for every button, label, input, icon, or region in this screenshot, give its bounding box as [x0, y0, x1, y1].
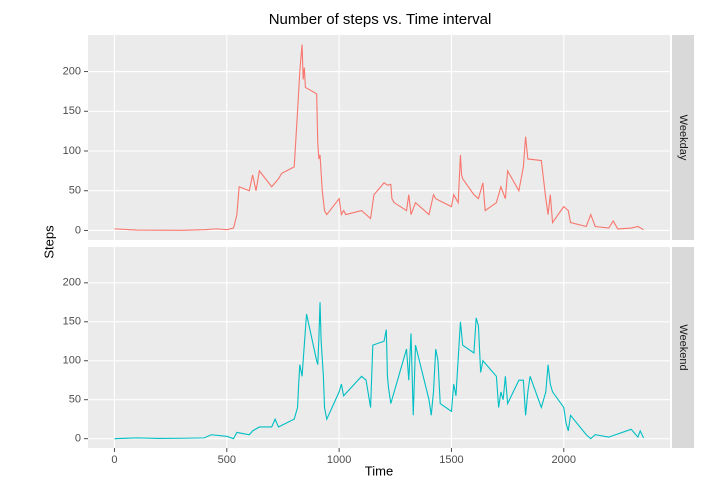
- chart-title: Number of steps vs. Time interval: [269, 11, 492, 28]
- y-tick-label: 50: [69, 185, 81, 197]
- y-tick-label: 0: [75, 224, 81, 236]
- facet-strip: [672, 35, 694, 240]
- facet-label: Weekend: [677, 324, 689, 370]
- y-axis-title: Steps: [41, 225, 56, 259]
- x-tick-label: 2000: [552, 454, 576, 466]
- data-line: [114, 44, 644, 231]
- y-tick-label: 200: [63, 65, 81, 77]
- y-tick-label: 50: [69, 394, 81, 406]
- y-tick-label: 100: [63, 355, 81, 367]
- x-tick-label: 500: [218, 454, 236, 466]
- x-tick-label: 1500: [439, 454, 463, 466]
- facet-strip: [672, 247, 694, 448]
- y-tick-label: 150: [63, 316, 81, 328]
- x-tick-label: 0: [111, 454, 117, 466]
- data-line: [114, 302, 645, 440]
- y-tick-label: 200: [63, 277, 81, 289]
- y-tick-label: 0: [75, 433, 81, 445]
- y-tick-label: 100: [63, 145, 81, 157]
- y-tick-label: 150: [63, 105, 81, 117]
- panel-background: [88, 247, 670, 448]
- panel-background: [88, 35, 670, 240]
- x-tick-label: 1000: [327, 454, 351, 466]
- x-axis-title: Time: [365, 463, 393, 478]
- facet-label: Weekday: [677, 115, 689, 161]
